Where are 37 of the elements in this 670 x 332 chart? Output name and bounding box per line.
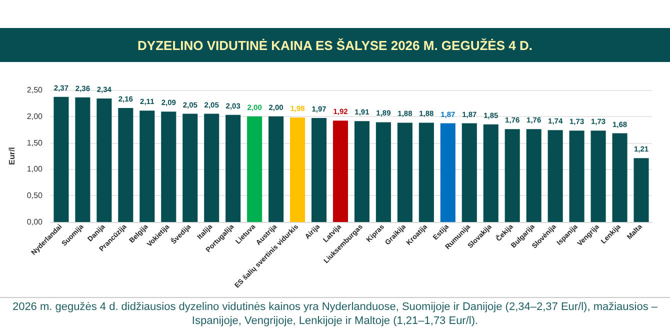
- chart-title: DYZELINO VIDUTINĖ KAINA ES ŠALYSE 2026 M. GEGUŽĖS 4 D.: [0, 28, 670, 62]
- bar: [118, 108, 134, 222]
- bar: [612, 133, 628, 222]
- bar: [161, 112, 176, 222]
- bar: [376, 122, 391, 222]
- y-tick-label: 2,00: [26, 112, 44, 121]
- text: 2026 m. gegužės 4 d. didžiausios dyzelino vidutinės kainos yra Nyderlanduose, Suomijoje ir Danijoje (2,34–2,37 Eur/l), mažiausios – Ispanijoje, Vengrijoje, Lenkijoje ir Maltoje (1,21–1,73 Eur/l).: [0, 297, 670, 328]
- bar: [569, 130, 584, 222]
- bar: [548, 130, 563, 222]
- y-axis-title: Eur/l: [8, 147, 16, 165]
- y-tick-label: 2,50: [26, 86, 44, 94]
- bar: [182, 114, 198, 222]
- bar: [526, 129, 542, 222]
- bar: [290, 117, 306, 222]
- bar: [54, 96, 69, 222]
- bar: [268, 116, 284, 222]
- y-tick-label: 0,00: [26, 218, 44, 226]
- bar: [204, 114, 220, 222]
- bar: [354, 121, 370, 222]
- bar: [590, 130, 606, 222]
- bar: [311, 118, 327, 222]
- bar: [247, 116, 262, 222]
- bar: [332, 120, 348, 222]
- bar: [397, 122, 412, 222]
- bar: [75, 97, 90, 222]
- bar: [462, 123, 477, 222]
- bar: [440, 123, 456, 222]
- bar: [504, 129, 520, 222]
- y-tick-label: 1,50: [26, 138, 44, 148]
- y-tick-label: 1,00: [26, 164, 44, 174]
- y-tick-label: 0,50: [26, 191, 44, 200]
- bar: [226, 114, 241, 222]
- bar: [418, 122, 434, 222]
- bar: [140, 110, 155, 222]
- bar: [96, 98, 112, 222]
- bar: [634, 158, 649, 222]
- bar: [483, 124, 498, 222]
